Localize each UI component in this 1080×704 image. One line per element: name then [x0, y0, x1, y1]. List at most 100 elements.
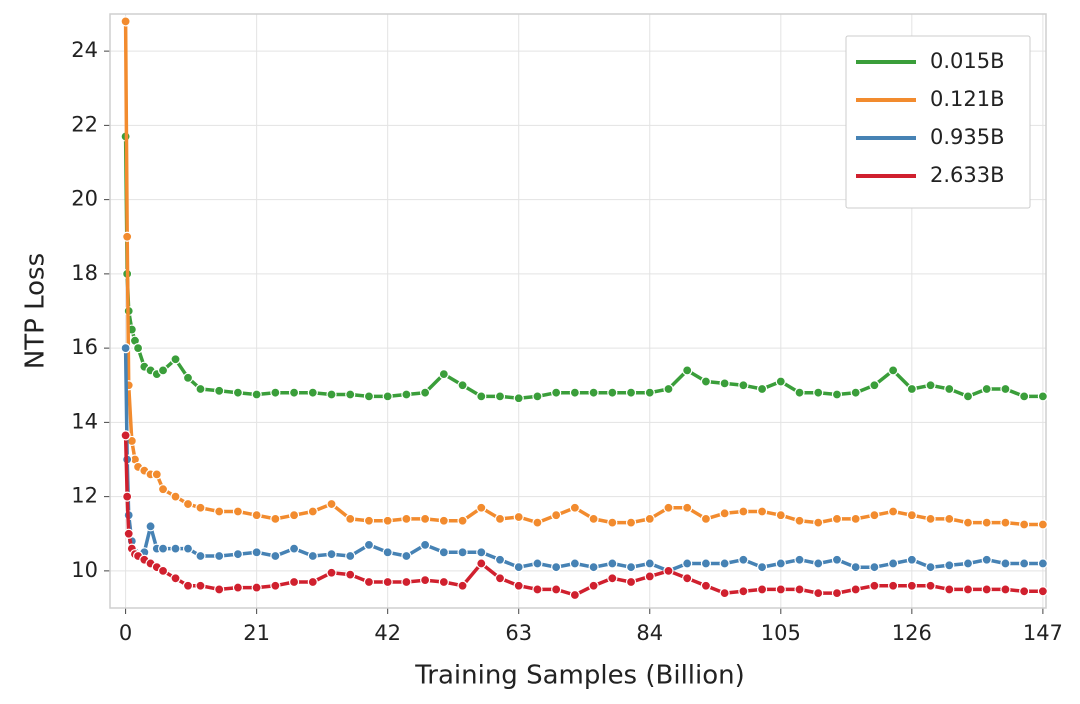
data-point: [813, 588, 824, 599]
data-point: [869, 580, 880, 591]
data-point: [625, 387, 637, 398]
data-point: [738, 380, 749, 391]
data-point: [132, 343, 144, 354]
data-point: [794, 554, 805, 565]
data-point: [831, 513, 843, 525]
data-point: [288, 543, 300, 554]
data-point: [157, 565, 169, 576]
data-point: [494, 391, 506, 402]
plot-frame: [109, 13, 1047, 609]
data-point: [123, 528, 134, 539]
data-point: [738, 554, 749, 565]
data-point: [401, 513, 412, 525]
data-point: [869, 510, 880, 521]
data-point: [831, 554, 843, 565]
data-point: [401, 550, 412, 562]
data-point: [644, 387, 655, 398]
data-point: [157, 484, 169, 495]
data-point: [663, 565, 674, 576]
data-point: [157, 365, 169, 376]
data-point: [382, 547, 393, 558]
x-tick-label: 84: [636, 621, 663, 645]
data-point: [345, 389, 356, 400]
data-point: [122, 491, 133, 502]
data-point: [625, 517, 637, 528]
data-point: [270, 550, 281, 562]
data-point: [682, 558, 693, 569]
data-point: [551, 387, 562, 398]
y-tick-label: 14: [71, 409, 98, 433]
data-point: [794, 515, 805, 526]
data-point: [1019, 558, 1030, 569]
data-point: [532, 584, 543, 595]
data-point: [170, 491, 181, 502]
data-point: [1000, 558, 1011, 569]
data-point: [182, 372, 194, 383]
data-point: [363, 515, 375, 526]
series-line: [123, 435, 1043, 597]
data-point: [401, 576, 412, 588]
data-point: [232, 506, 244, 517]
data-point: [214, 550, 225, 562]
data-point: [494, 554, 506, 565]
data-point: [513, 511, 524, 523]
data-point: [644, 558, 655, 569]
data-point: [251, 389, 262, 400]
data-point: [700, 376, 712, 387]
data-point: [288, 510, 300, 521]
data-point: [401, 389, 412, 400]
data-point: [813, 387, 824, 398]
data-point: [944, 513, 955, 525]
data-point: [551, 562, 562, 573]
data-point: [663, 383, 674, 395]
x-tick-label: 21: [243, 621, 270, 645]
data-point: [326, 389, 337, 400]
data-point: [756, 383, 768, 395]
x-tick-label: 42: [374, 621, 401, 645]
data-point: [457, 547, 468, 558]
y-tick-label: 24: [71, 38, 98, 62]
data-point: [794, 387, 805, 398]
data-point: [925, 513, 936, 525]
data-point: [644, 571, 655, 582]
data-point: [813, 558, 824, 569]
data-point: [476, 502, 487, 513]
series-line: [123, 136, 1043, 400]
data-point: [906, 510, 917, 521]
data-point: [775, 376, 786, 387]
data-point: [569, 502, 580, 513]
data-point: [195, 580, 206, 591]
data-point: [382, 515, 393, 526]
data-point: [251, 582, 262, 593]
data-point: [981, 383, 992, 395]
data-point: [775, 584, 786, 595]
x-tick-label: 63: [505, 621, 532, 645]
x-axis-label: Training Samples (Billion): [414, 661, 745, 691]
data-point: [157, 543, 169, 554]
data-point: [1037, 391, 1048, 402]
data-point: [251, 547, 262, 558]
data-point: [719, 558, 730, 569]
data-point: [700, 558, 712, 569]
data-point: [663, 502, 674, 513]
data-point: [850, 387, 861, 398]
data-point: [145, 521, 156, 532]
series-line: [123, 21, 1043, 527]
data-point: [569, 589, 580, 601]
data-point: [831, 389, 843, 400]
data-point: [869, 380, 880, 391]
data-point: [1019, 519, 1030, 530]
data-point: [719, 588, 730, 599]
data-point: [588, 580, 599, 591]
data-point: [476, 391, 487, 402]
data-point: [513, 393, 524, 404]
data-point: [551, 584, 562, 595]
data-point: [438, 369, 449, 380]
data-point: [326, 567, 337, 578]
data-point: [438, 576, 449, 588]
data-point: [182, 580, 194, 591]
data-point: [682, 502, 693, 513]
data-point: [214, 584, 225, 595]
data-point: [214, 385, 225, 396]
data-point: [251, 510, 262, 521]
